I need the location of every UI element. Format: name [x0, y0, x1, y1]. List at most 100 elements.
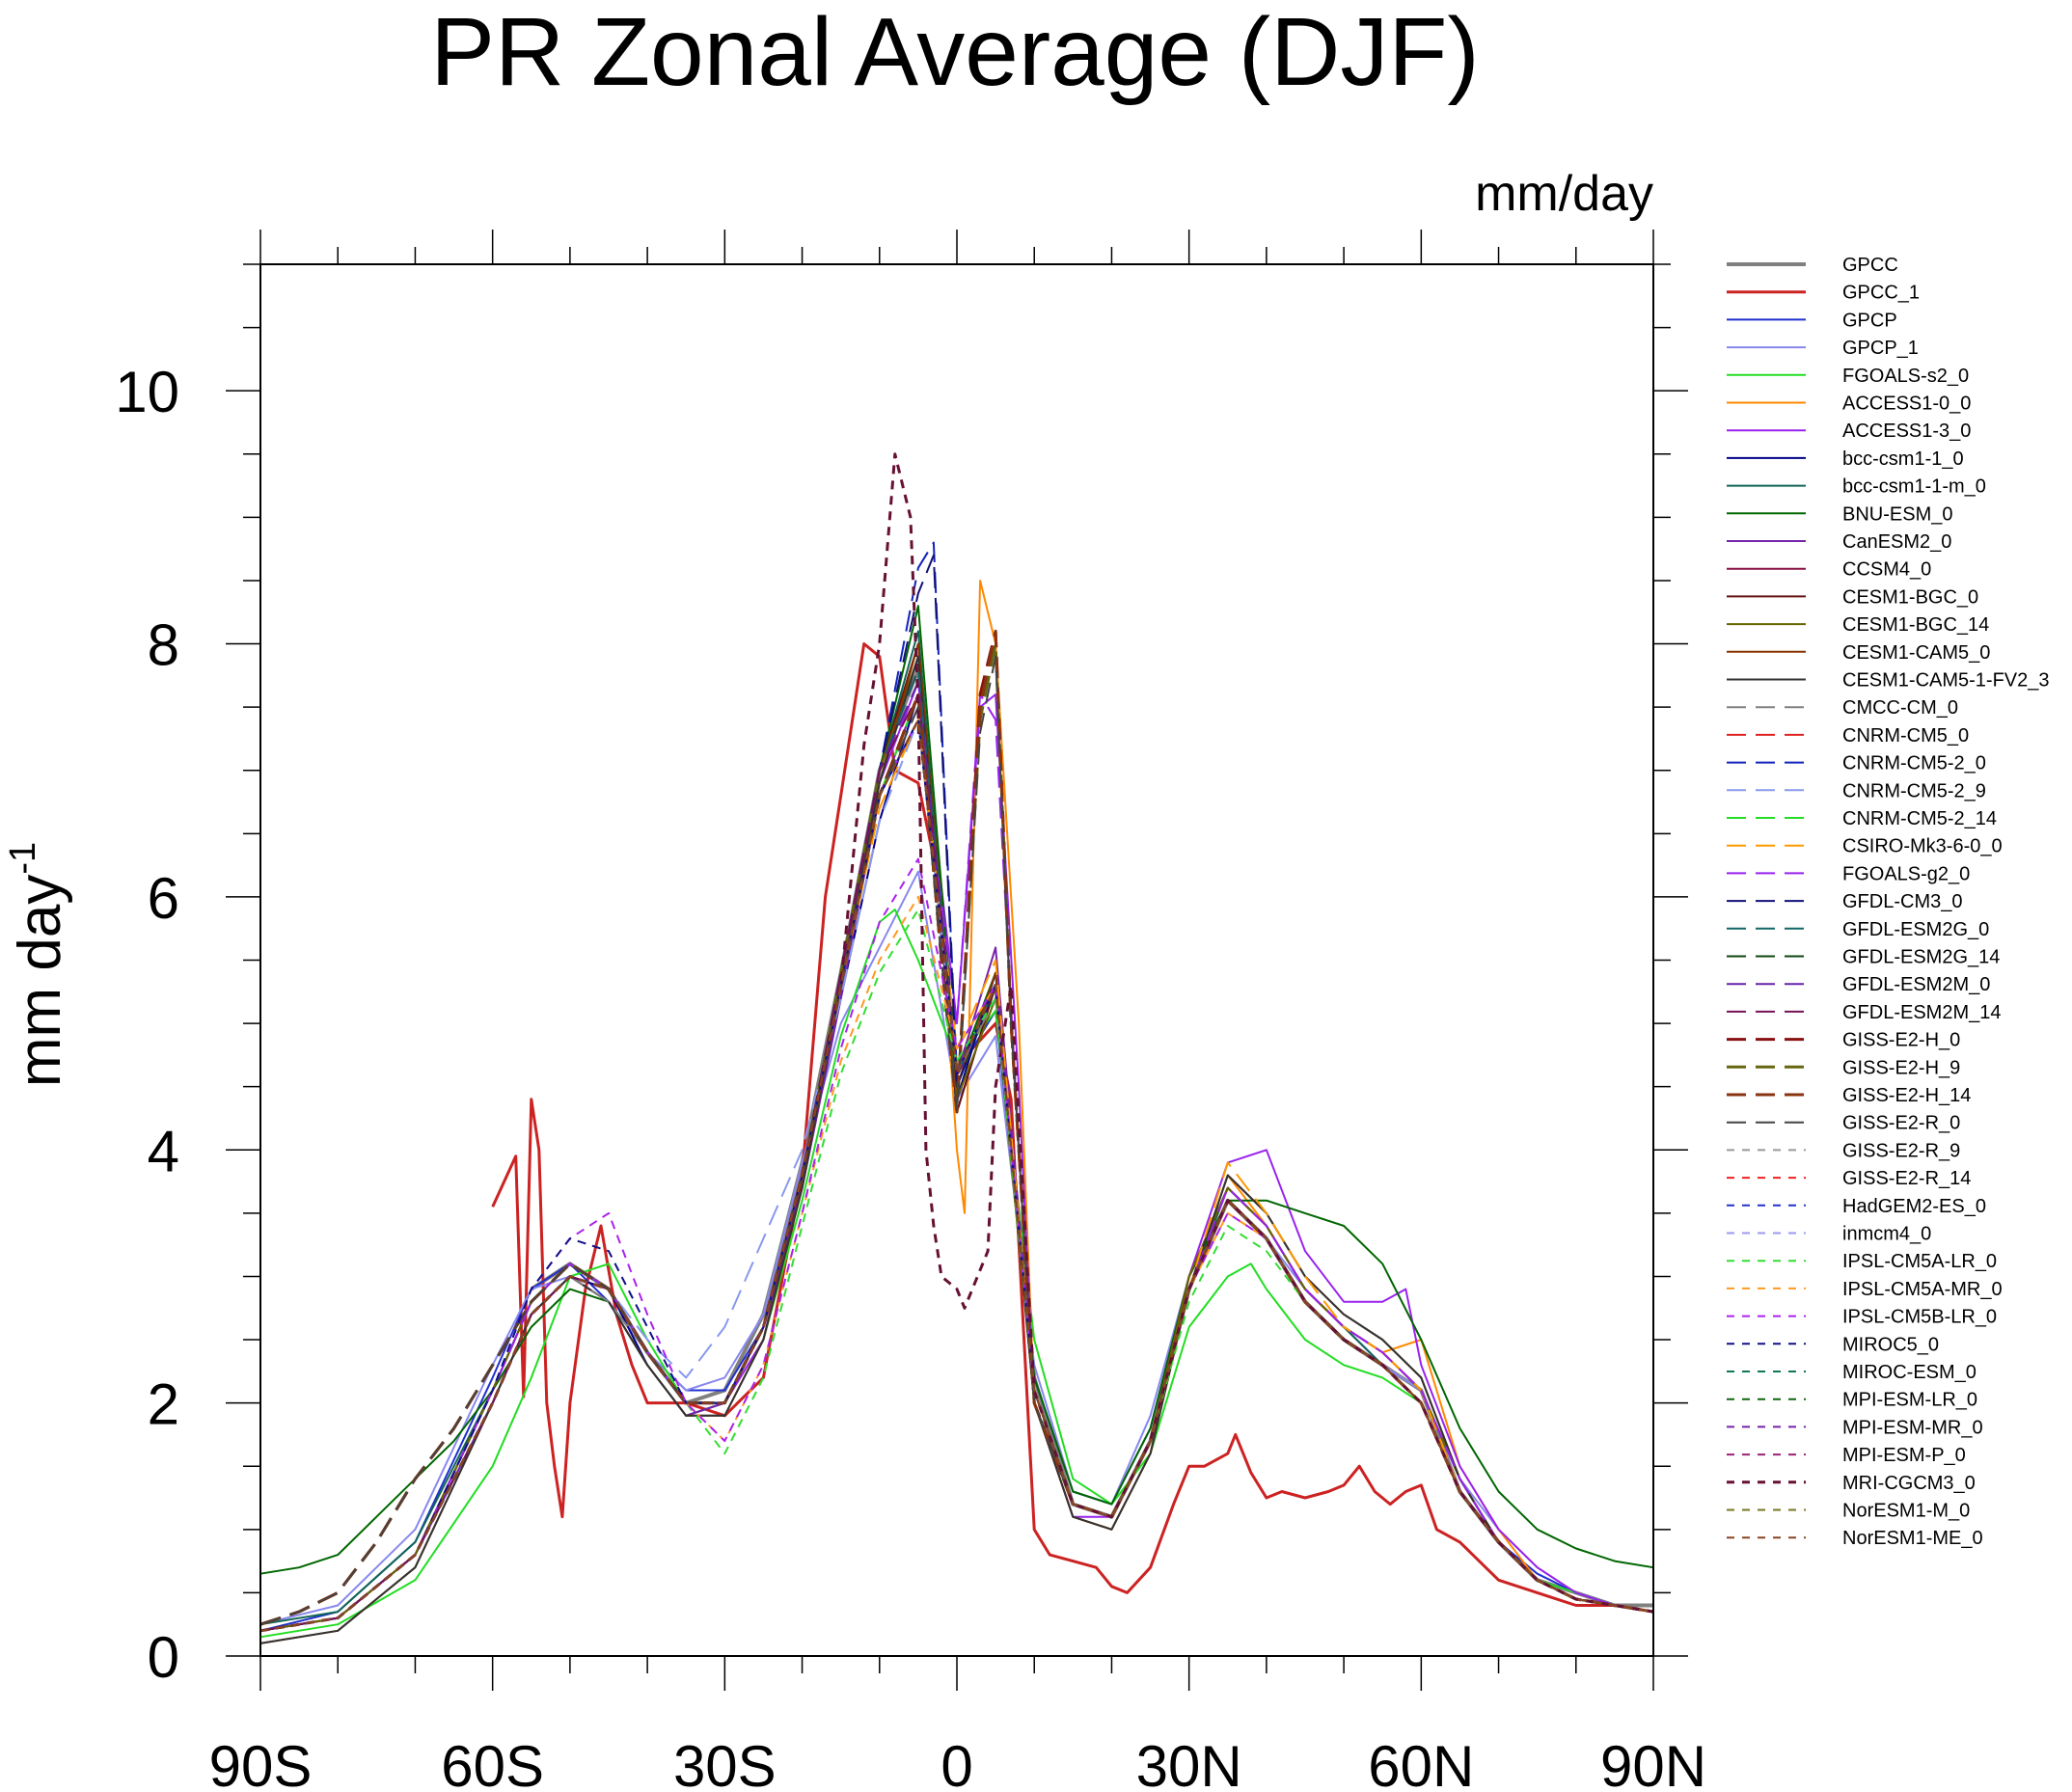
- legend-label: GISS-E2-H_14: [1842, 1085, 1971, 1106]
- legend-label: GFDL-ESM2G_0: [1842, 919, 1989, 940]
- x-tick-label: 30N: [1136, 1734, 1242, 1792]
- y-axis-label-superscript: -1: [3, 842, 43, 875]
- legend-label: CNRM-CM5-2_9: [1842, 780, 1986, 801]
- series-line-bcc-csm1-1-m-0: [259, 630, 1654, 1626]
- x-tick-label: 0: [941, 1734, 972, 1792]
- series-line-miroc5-0: [259, 719, 1654, 1632]
- units-label: mm/day: [1475, 166, 1653, 222]
- x-tick-label: 60S: [441, 1734, 544, 1792]
- legend-item: CNRM-CM5-2_14: [1727, 808, 1997, 829]
- legend-item: CMCC-CM_0: [1727, 697, 1958, 719]
- legend-item: CESM1-CAM5-1-FV2_3: [1727, 670, 2050, 692]
- y-axis-label-text: mm day: [7, 875, 73, 1087]
- legend-label: NorESM1-M_0: [1842, 1501, 1970, 1522]
- legend-label: GFDL-CM3_0: [1842, 891, 1962, 912]
- legend-item: CCSM4_0: [1727, 559, 1931, 581]
- series-line-giss-e2-h-14: [259, 629, 1654, 1626]
- legend-item: inmcm4_0: [1727, 1224, 1931, 1245]
- legend-label: MIROC-ESM_0: [1842, 1362, 1977, 1383]
- series-line-mpi-esm-p-0: [259, 719, 1654, 1632]
- series-line-giss-e2-h-9: [259, 642, 1654, 1626]
- legend-label: GISS-E2-R_9: [1842, 1140, 1960, 1161]
- legend-item: CESM1-BGC_14: [1727, 614, 1989, 636]
- legend-item: bcc-csm1-1_0: [1727, 448, 1964, 470]
- legend-item: GFDL-ESM2M_0: [1727, 974, 1990, 995]
- series-layer: [259, 452, 1654, 1644]
- legend-item: CNRM-CM5_0: [1727, 725, 1969, 747]
- legend-label: CESM1-CAM5-1-FV2_3: [1842, 670, 2050, 692]
- legend-label: GISS-E2-R_0: [1842, 1113, 1960, 1134]
- legend-label: CESM1-CAM5_0: [1842, 642, 1990, 664]
- legend-label: CNRM-CM5-2_0: [1842, 753, 1986, 774]
- legend-label: NorESM1-ME_0: [1842, 1528, 1983, 1549]
- legend-item: IPSL-CM5A-LR_0: [1727, 1251, 1997, 1272]
- series-line-gpcp-1: [259, 870, 1654, 1626]
- series-line-giss-e2-h-0: [259, 629, 1654, 1626]
- series-line-cnrm-cm5-2-9: [259, 719, 1654, 1632]
- legend-item: ACCESS1-3_0: [1727, 421, 1971, 442]
- legend-item: GPCC_1: [1727, 283, 1920, 304]
- legend-item: GPCC: [1727, 255, 1898, 276]
- y-tick-label: 6: [148, 866, 179, 931]
- legend-item: CSIRO-Mk3-6-0_0: [1727, 836, 2003, 857]
- y-tick-label: 0: [148, 1625, 179, 1690]
- legend-label: MPI-ESM-LR_0: [1842, 1390, 1977, 1411]
- legend-item: GISS-E2-R_14: [1727, 1168, 1971, 1189]
- legend-item: GPCP: [1727, 310, 1897, 331]
- legend-item: ACCESS1-0_0: [1727, 394, 1971, 415]
- legend-label: GPCC_1: [1842, 283, 1920, 304]
- series-line-inmcm4-0: [259, 719, 1654, 1632]
- legend-label: ACCESS1-3_0: [1842, 421, 1971, 442]
- legend-item: MIROC-ESM_0: [1727, 1362, 1977, 1383]
- series-line-cmcc-cm-0: [259, 706, 1654, 1632]
- legend-item: FGOALS-g2_0: [1727, 863, 1970, 884]
- series-line-bcc-csm1-1-0: [259, 693, 1654, 1632]
- legend-item: GFDL-ESM2G_14: [1727, 947, 2000, 968]
- x-tick-label: 30S: [673, 1734, 777, 1792]
- legend-label: IPSL-CM5A-MR_0: [1842, 1279, 2003, 1300]
- x-tick-label: 90N: [1600, 1734, 1706, 1792]
- legend-label: MIROC5_0: [1842, 1334, 1939, 1355]
- series-line-miroc-esm-0: [259, 719, 1654, 1632]
- legend-label: IPSL-CM5B-LR_0: [1842, 1307, 1997, 1328]
- legend-label: FGOALS-s2_0: [1842, 366, 1969, 387]
- legend-label: CNRM-CM5_0: [1842, 725, 1969, 747]
- series-line-ipsl-cm5a-mr-0: [259, 895, 1654, 1632]
- axes-layer: 90S 60S 30S 0 30N 60N 90N 0 2 4 6 8 10: [115, 230, 1706, 1792]
- legend-item: GISS-E2-R_0: [1727, 1113, 1960, 1134]
- legend-label: IPSL-CM5A-LR_0: [1842, 1251, 1997, 1272]
- legend-label: GISS-E2-R_14: [1842, 1168, 1971, 1189]
- legend-item: GISS-E2-H_0: [1727, 1030, 1960, 1051]
- legend-label: CNRM-CM5-2_14: [1842, 808, 1997, 829]
- series-line-mpi-esm-mr-0: [259, 719, 1654, 1632]
- y-tick-label: 10: [115, 360, 179, 424]
- legend-label: CSIRO-Mk3-6-0_0: [1842, 836, 2003, 857]
- series-line-gfdl-esm2m-14: [259, 693, 1654, 1632]
- series-line-gpcp: [259, 719, 1654, 1632]
- series-line-csiro-mk3-6-0-0: [259, 719, 1654, 1632]
- legend-item: MPI-ESM-MR_0: [1727, 1417, 1983, 1438]
- series-line-canesm2-0: [259, 693, 1654, 1632]
- legend-label: ACCESS1-0_0: [1842, 394, 1971, 415]
- series-line-noresm1-m-0: [259, 719, 1654, 1632]
- legend-item: IPSL-CM5A-MR_0: [1727, 1279, 2003, 1300]
- series-line-giss-e2-r-9: [259, 719, 1654, 1632]
- legend-label: GISS-E2-H_0: [1842, 1030, 1960, 1051]
- legend-label: CESM1-BGC_14: [1842, 614, 1989, 636]
- legend-label: GPCP: [1842, 310, 1897, 331]
- y-tick-label: 4: [148, 1119, 179, 1183]
- legend-item: MPI-ESM-P_0: [1727, 1445, 1966, 1466]
- legend-item: CESM1-CAM5_0: [1727, 642, 1990, 664]
- series-line-giss-e2-r-14: [259, 719, 1654, 1632]
- legend-item: GISS-E2-H_9: [1727, 1057, 1960, 1078]
- series-line-fgoals-g2-0: [259, 693, 1654, 1632]
- legend-item: MPI-ESM-LR_0: [1727, 1390, 1977, 1411]
- legend-label: GPCP_1: [1842, 338, 1919, 359]
- legend-item: HadGEM2-ES_0: [1727, 1196, 1986, 1217]
- legend-label: CMCC-CM_0: [1842, 697, 1958, 719]
- legend-item: GFDL-ESM2M_14: [1727, 1002, 2002, 1023]
- series-line-cnrm-cm5-2-14: [259, 693, 1654, 1632]
- y-axis-label: mm day-1: [3, 842, 73, 1087]
- legend-label: bcc-csm1-1_0: [1842, 448, 1964, 470]
